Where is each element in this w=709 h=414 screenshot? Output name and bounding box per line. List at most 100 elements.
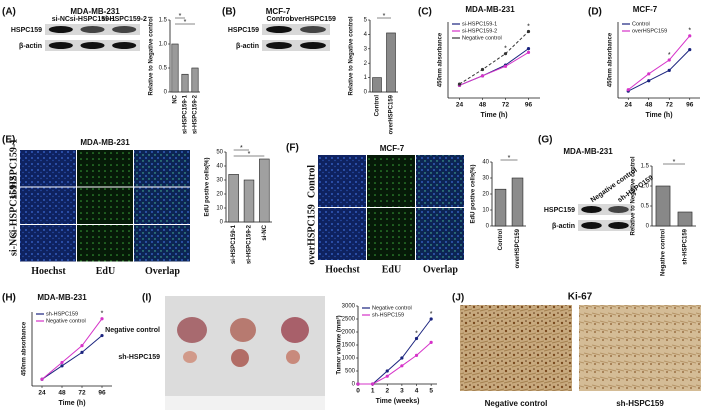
y-tick-label: 40 — [482, 160, 489, 166]
legend-label: Negative control — [462, 35, 502, 41]
significance-mark: * — [508, 155, 511, 162]
blot-row-label: HSPC159 — [544, 207, 575, 214]
blot-band — [80, 26, 105, 33]
column-label: Hoechst — [325, 264, 360, 275]
panel-title: MCF-7 — [380, 144, 405, 153]
blot-lane-label: si-HSPC159-1 — [70, 16, 116, 23]
panel-title: MCF-7 — [633, 5, 658, 14]
data-point — [385, 374, 389, 378]
bar — [386, 32, 396, 93]
x-axis-label: Time (h) — [645, 112, 672, 119]
data-point — [526, 29, 531, 34]
significance-mark: * — [430, 311, 433, 318]
blot-band — [80, 42, 105, 49]
x-tick-label: 5 — [429, 388, 433, 395]
data-point — [480, 67, 485, 72]
x-tick-label: 96 — [686, 102, 694, 109]
panel-title: Ki-67 — [568, 292, 593, 303]
data-point — [688, 34, 692, 38]
micrograph — [416, 155, 464, 207]
column-label: Hoechst — [31, 266, 66, 277]
x-tick-label: si-NC — [262, 224, 268, 240]
blot-band — [300, 26, 326, 33]
data-point — [647, 79, 651, 83]
blot-band — [48, 26, 73, 33]
x-tick-label: 72 — [502, 102, 510, 109]
panel-label: (I) — [142, 293, 151, 304]
data-point — [100, 333, 104, 338]
blot-row-label: β-actin — [552, 223, 575, 230]
blot-strip — [578, 220, 632, 231]
bar — [181, 73, 189, 93]
series-line — [459, 48, 529, 86]
series-line — [627, 35, 691, 91]
y-tick-label: 2500 — [342, 317, 356, 323]
significance-mark: * — [248, 151, 251, 158]
x-tick-label: 24 — [38, 390, 46, 397]
ihc-image — [579, 305, 701, 391]
y-tick-label: 0 — [164, 90, 168, 96]
legend-label: Control — [632, 21, 650, 27]
y-axis-label: Tumor volume (mm³) — [336, 315, 343, 374]
panel-title: MDA-MB-231 — [37, 293, 87, 302]
legend-label: si-HSPC159-1 — [462, 21, 497, 27]
y-tick-label: 1000 — [342, 356, 356, 362]
micrograph — [134, 187, 190, 224]
y-tick-label: 3 — [364, 46, 368, 52]
data-point — [80, 350, 84, 354]
series-line — [459, 31, 529, 85]
blot-band — [608, 222, 629, 229]
bar — [372, 77, 382, 93]
bar — [511, 177, 524, 227]
data-point — [400, 356, 404, 360]
x-tick-label: si-HSPC159-1 — [183, 94, 189, 134]
x-tick-label: 72 — [78, 390, 86, 397]
significance-mark: * — [383, 13, 386, 20]
x-tick-label: Control — [498, 229, 504, 251]
x-axis-label: Time (h) — [480, 112, 507, 119]
blot-band — [266, 26, 292, 33]
bar — [677, 211, 693, 227]
micrograph — [134, 150, 190, 187]
ruler — [165, 396, 325, 410]
legend-label: Negative control — [372, 305, 412, 311]
x-tick-label: 96 — [525, 102, 533, 109]
x-tick-label: 72 — [666, 102, 674, 109]
y-tick-label: 1.0 — [641, 184, 650, 190]
row-label: si-HSPC159-1 — [8, 139, 19, 199]
column-label: Overlap — [423, 264, 458, 275]
y-tick-label: 1 — [364, 75, 368, 81]
data-point — [480, 74, 485, 78]
data-point — [356, 382, 360, 386]
micrograph — [416, 208, 464, 260]
panel-label: (J) — [452, 293, 464, 304]
y-axis-label: 450nm absorbance — [608, 32, 614, 87]
data-point — [371, 382, 375, 386]
column-label: EdU — [96, 266, 115, 277]
y-tick-label: 0 — [646, 224, 650, 230]
ihc-image — [460, 305, 572, 391]
panel-label: (D) — [588, 7, 602, 18]
blot-lane-label: si-NC — [52, 16, 70, 23]
data-point — [626, 88, 630, 92]
blot-band — [608, 206, 629, 213]
series-line — [358, 342, 432, 385]
y-tick-label: 1500 — [342, 343, 356, 349]
data-point — [526, 50, 531, 55]
micrograph — [367, 208, 415, 260]
panel-title: MDA-MB-231 — [80, 138, 130, 147]
y-tick-label: 1.5 — [159, 18, 168, 24]
series-line — [459, 51, 529, 86]
column-label: Overlap — [145, 266, 180, 277]
blot-strip — [578, 204, 632, 215]
y-tick-label: 0.5 — [641, 204, 650, 210]
x-tick-label: overHSPC159 — [389, 94, 395, 134]
bar — [655, 185, 671, 227]
y-tick-label: 0 — [364, 90, 368, 96]
micrograph — [77, 187, 133, 224]
y-tick-label: 10 — [482, 208, 489, 214]
data-point — [80, 344, 84, 348]
y-tick-label: 40 — [216, 164, 223, 170]
panel-label: (C) — [418, 7, 432, 18]
micrograph — [77, 225, 133, 262]
